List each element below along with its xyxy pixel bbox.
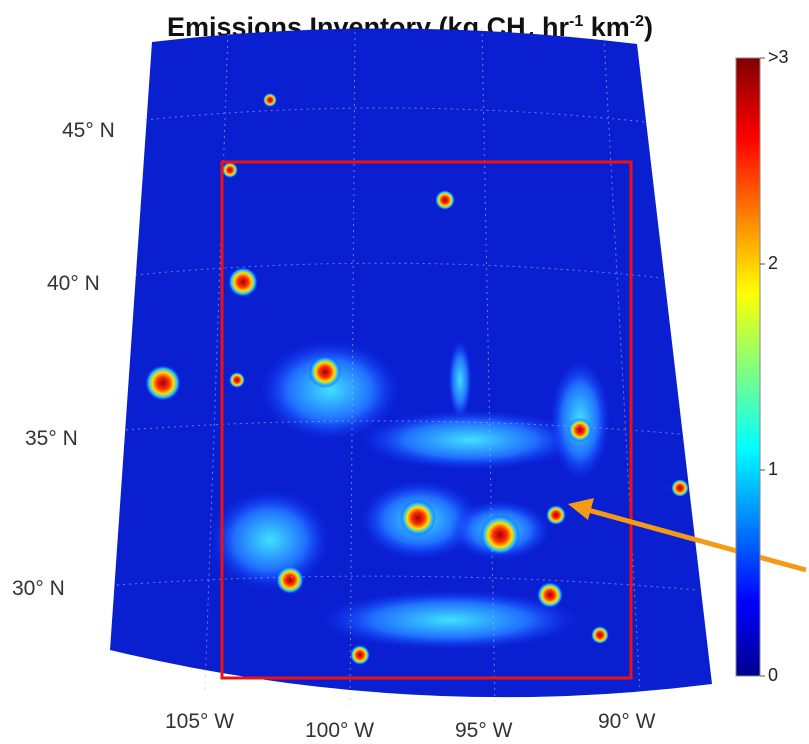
title-sup: -1: [569, 13, 583, 30]
lat-label: 45° N: [62, 119, 115, 142]
colorbar-tick-label: 2: [768, 253, 778, 273]
arrow: [568, 498, 807, 573]
lon-label: 95° W: [455, 719, 513, 742]
colorbar-tick-label: >3: [768, 47, 789, 67]
emission-hotspots: [145, 93, 689, 665]
lat-label: 40° N: [47, 272, 100, 295]
graticule: [116, 25, 698, 707]
title-sup: -2: [630, 13, 644, 30]
colorbar-scale: [735, 57, 761, 677]
colorbar-tick-label: 0: [768, 665, 778, 685]
lon-label: 105° W: [165, 710, 234, 733]
lat-label: 35° N: [25, 427, 78, 450]
lon-labels: 105° W 100° W 95° W 90° W: [165, 710, 656, 742]
lat-labels: 45° N 40° N 35° N 30° N: [12, 119, 115, 600]
title-text: km: [583, 12, 630, 42]
lon-label: 100° W: [305, 719, 374, 742]
lon-label: 90° W: [598, 710, 656, 733]
colorbar: 0 1 2 >3: [735, 47, 789, 685]
colorbar-tick-label: 1: [768, 459, 778, 479]
lat-label: 30° N: [12, 577, 65, 600]
map: [110, 25, 712, 707]
title-text: ): [644, 12, 653, 42]
study-domain-box: [220, 160, 633, 680]
